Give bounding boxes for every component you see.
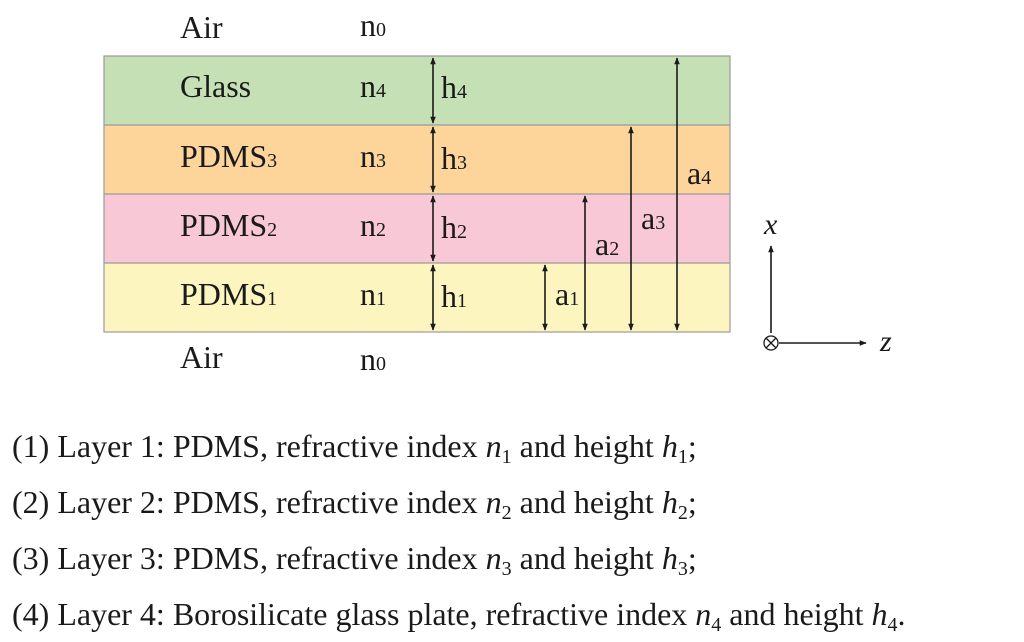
layer-glass-band: [104, 56, 730, 125]
caption-end: .: [897, 596, 906, 632]
caption-height-sub: 1: [677, 446, 688, 468]
caption-end: ;: [687, 484, 697, 520]
bottom-medium-index: n0: [360, 341, 386, 377]
caption-end: ;: [687, 428, 697, 464]
layer-glass-name: Glass: [180, 68, 251, 104]
caption-layer-1: (1) Layer 1: PDMS, refractive index n1 a…: [12, 418, 1017, 474]
caption-number: (4): [12, 596, 50, 632]
caption-height-sub: 3: [677, 558, 688, 580]
layer-pdms2: PDMS2 n2 h2: [104, 194, 730, 263]
caption-height-var: h: [871, 596, 888, 632]
caption-layer-4: (4) Layer 4: Borosilicate glass plate, r…: [12, 586, 1017, 642]
layer-pdms2-band: [104, 194, 730, 263]
caption-index-sub: 2: [501, 502, 512, 524]
caption-mid: and height: [721, 596, 872, 632]
layer-stack-diagram: Air n0 Glass n4 h4 PDMS3 n3 h3: [103, 7, 892, 377]
caption-index-sub: 1: [501, 446, 512, 468]
layer-pdms3-band: [104, 125, 730, 194]
layer-pdms3-thickness-label: h3: [441, 140, 467, 176]
layer-pdms2-name: PDMS2: [180, 207, 277, 243]
caption-height-sub: 4: [887, 614, 898, 636]
caption-number: (3): [12, 540, 50, 576]
caption-layer-3: (3) Layer 3: PDMS, refractive index n3 a…: [12, 530, 1017, 586]
caption-height-var: h: [661, 540, 678, 576]
caption-index-var: n: [485, 540, 502, 576]
caption-index-var: n: [485, 484, 502, 520]
caption-index-sub: 4: [711, 614, 722, 636]
caption-index-var: n: [695, 596, 712, 632]
top-medium-label: Air: [180, 9, 223, 45]
caption-text: Layer 2: PDMS, refractive index: [57, 484, 486, 520]
y-axis-into-page-icon: [763, 335, 779, 351]
layer-glass: Glass n4 h4: [104, 56, 730, 125]
caption-end: ;: [687, 540, 697, 576]
caption-number: (2): [12, 484, 50, 520]
layer-pdms3: PDMS3 n3 h3: [104, 125, 730, 194]
layer-pdms3-name: PDMS3: [180, 138, 277, 174]
layer-pdms2-index: n2: [360, 207, 386, 243]
layer-pdms1-index: n1: [360, 276, 386, 312]
layer-pdms1-thickness-label: h1: [441, 278, 467, 314]
x-axis-label: x: [763, 208, 778, 241]
layer-boundaries: [103, 55, 731, 333]
caption-height-var: h: [661, 428, 678, 464]
top-medium-index: n0: [360, 7, 386, 43]
caption-layer-2: (2) Layer 2: PDMS, refractive index n2 a…: [12, 474, 1017, 530]
caption-mid: and height: [511, 540, 662, 576]
caption-text: Layer 3: PDMS, refractive index: [57, 540, 486, 576]
caption-height-sub: 2: [677, 502, 688, 524]
layer-pdms1: PDMS1 n1 h1: [104, 263, 730, 332]
z-axis-label: z: [879, 325, 892, 358]
layer-pdms2-thickness-label: h2: [441, 209, 467, 245]
caption-height-var: h: [661, 484, 678, 520]
layer-pdms1-name: PDMS1: [180, 276, 277, 312]
cumulative-height-a2-label: a2: [595, 226, 619, 262]
coordinate-axes: x z: [763, 208, 892, 358]
layer-glass-thickness-label: h4: [441, 69, 467, 105]
caption-index-sub: 3: [501, 558, 512, 580]
caption-mid: and height: [511, 428, 662, 464]
layer-pdms1-band: [104, 263, 730, 332]
caption-index-var: n: [485, 428, 502, 464]
caption-number: (1): [12, 428, 50, 464]
caption-text: Layer 4: Borosilicate glass plate, refra…: [57, 596, 696, 632]
cumulative-height-a4-label: a4: [687, 155, 711, 191]
cumulative-height-a1-label: a1: [555, 276, 579, 312]
layer-description-list: (1) Layer 1: PDMS, refractive index n1 a…: [12, 418, 1017, 642]
layer-pdms3-index: n3: [360, 138, 386, 174]
caption-text: Layer 1: PDMS, refractive index: [57, 428, 486, 464]
layer-glass-index: n4: [360, 68, 386, 104]
caption-mid: and height: [511, 484, 662, 520]
cumulative-height-a3-label: a3: [641, 200, 665, 236]
bottom-medium-label: Air: [180, 339, 223, 375]
